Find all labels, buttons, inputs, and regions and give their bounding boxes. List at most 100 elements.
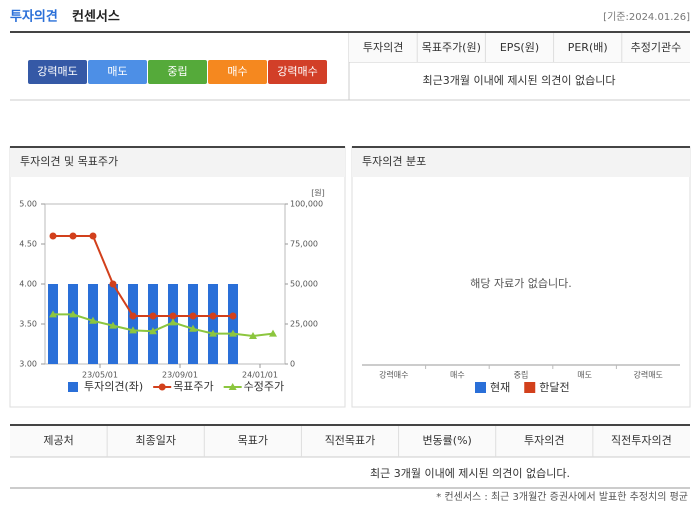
legend-label: 목표주가	[173, 380, 213, 393]
y2-tick-label: 25,000	[290, 320, 318, 329]
opinion-label: 강력매도	[37, 65, 77, 78]
marker	[269, 329, 277, 337]
legend-label: 현재	[490, 381, 510, 394]
marker	[49, 232, 57, 240]
column-header: 변동률(%)	[422, 434, 471, 447]
panel-rule	[352, 146, 690, 148]
y-tick-label: 5.00	[19, 200, 37, 209]
y2-tick-label: 0	[290, 360, 295, 369]
column-header: 직전목표가	[325, 434, 376, 447]
opinion-label: 강력매수	[277, 65, 317, 78]
marker	[189, 324, 197, 332]
section-subtitle: 컨센서스	[72, 9, 120, 25]
opinion-label: 매도	[107, 65, 127, 78]
y-tick-label: 3.00	[19, 360, 37, 369]
x-tick-label: 매수	[450, 371, 465, 380]
marker	[109, 321, 117, 329]
opinion-chip	[268, 60, 327, 84]
bar	[68, 284, 78, 364]
y2-tick-label: 75,000	[290, 240, 318, 249]
column-header: 목표주가(원)	[422, 41, 481, 54]
marker	[69, 310, 77, 318]
x-tick-label: 24/01/01	[242, 371, 278, 380]
plot-frame	[44, 203, 286, 365]
footnote: * 컨센서스 : 최근 3개월간 증권사에서 발표한 추정치의 평균	[436, 491, 688, 503]
marker	[169, 312, 177, 320]
panel-title: 투자의견 및 목표주가	[20, 155, 118, 168]
y-tick-label: 4.00	[19, 280, 37, 289]
x-tick-label: 23/05/01	[82, 371, 118, 380]
x-tick-label: 매도	[577, 371, 592, 380]
marker	[149, 312, 157, 320]
header-rule	[10, 31, 690, 33]
legend-swatch	[158, 383, 166, 391]
y2-tick-label: 50,000	[290, 280, 318, 289]
column-header: 목표가	[238, 434, 268, 447]
legend-label: 수정주가	[244, 380, 284, 393]
y2-tick-label: 100,000	[290, 200, 323, 209]
marker	[249, 332, 257, 339]
column-header: 투자의견	[363, 41, 403, 54]
marker	[129, 312, 137, 320]
column-header: PER(배)	[568, 41, 608, 54]
marker	[129, 326, 137, 334]
opinion-label: 중립	[167, 65, 187, 78]
y2-axis-label: [원]	[311, 189, 325, 198]
table-rule	[10, 424, 690, 426]
column-header: 추정기관수	[631, 41, 682, 54]
column-header: 제공처	[43, 434, 73, 447]
legend-swatch	[475, 382, 486, 393]
legend-swatch	[524, 382, 536, 393]
marker	[209, 329, 217, 337]
annotation: 해당 자료가 없습니다.	[470, 276, 572, 290]
section-title: 투자의견	[10, 9, 58, 25]
line	[53, 235, 233, 317]
marker	[189, 312, 197, 320]
marker	[109, 280, 117, 288]
column-header: 최종일자	[135, 433, 175, 447]
opinion-chip	[28, 60, 87, 84]
empty-message: 최근 3개월 이내에 제시된 의견이 없습니다.	[370, 467, 570, 480]
x-tick-label: 23/09/01	[162, 371, 198, 380]
legend-label: 한달전	[539, 381, 569, 394]
bar	[228, 284, 238, 364]
column-header: EPS(원)	[500, 41, 539, 54]
opinion-chip	[208, 60, 267, 84]
bar	[148, 284, 158, 364]
column-header: 투자의견	[524, 434, 564, 447]
empty-message: 최근3개월 이내에 제시된 의견이 없습니다	[422, 74, 615, 87]
opinion-chip	[88, 60, 147, 84]
x-tick-label: 중립	[514, 371, 529, 380]
panel-header	[352, 147, 690, 177]
marker	[149, 327, 157, 335]
opinion-label: 매수	[227, 65, 247, 78]
base-date: [기준:2024.01.26]	[603, 11, 690, 23]
marker	[89, 316, 97, 324]
panel-header	[10, 147, 345, 177]
panel-rule	[10, 146, 345, 148]
legend-label: 투자의견(좌)	[84, 380, 143, 393]
opinion-chip	[148, 60, 207, 84]
x-tick-label: 강력매수	[379, 370, 408, 380]
y-tick-label: 4.50	[19, 240, 37, 249]
marker	[169, 318, 177, 326]
marker	[69, 232, 77, 240]
marker	[89, 232, 97, 240]
y-tick-label: 3.50	[19, 320, 37, 329]
bar	[208, 284, 218, 364]
bar	[188, 284, 198, 364]
bar	[128, 284, 138, 364]
marker	[209, 312, 217, 320]
marker	[229, 312, 237, 320]
legend-swatch	[228, 383, 237, 390]
table-header-bg	[349, 33, 690, 62]
marker	[49, 310, 57, 318]
table-header-bg	[10, 425, 690, 457]
bar	[88, 284, 98, 364]
x-tick-label: 강력매도	[633, 370, 662, 380]
marker	[229, 329, 237, 337]
bar	[48, 284, 58, 364]
column-header: 직전투자의견	[611, 434, 672, 447]
panel-title: 투자의견 분포	[362, 155, 426, 168]
